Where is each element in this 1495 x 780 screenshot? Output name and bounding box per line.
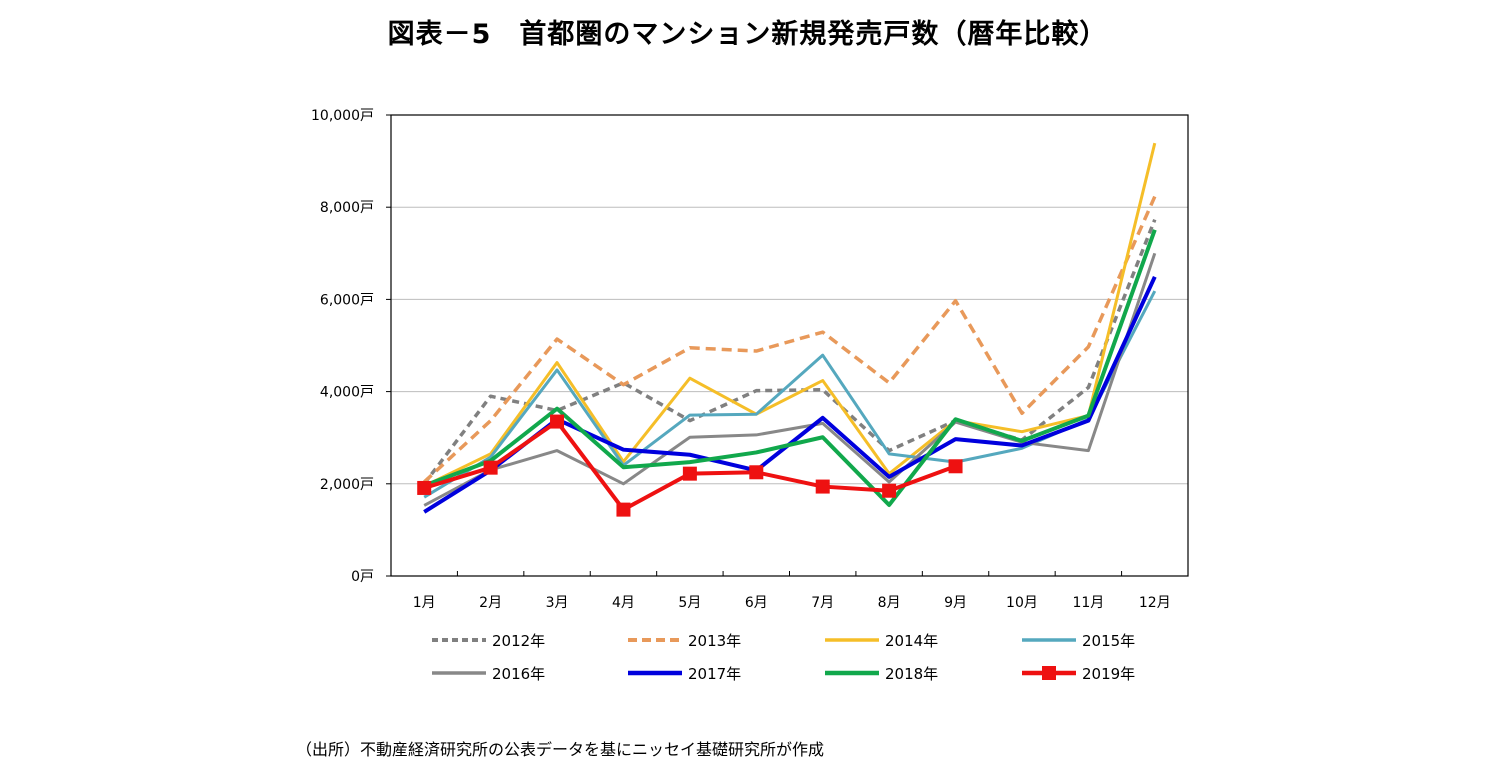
x-tick-label: 3月	[546, 595, 569, 611]
x-tick-label: 5月	[678, 595, 701, 611]
x-tick-label: 6月	[745, 595, 768, 611]
legend-label: 2018年	[885, 665, 938, 683]
data-marker	[815, 479, 830, 494]
x-tick-label: 7月	[811, 595, 834, 611]
series-line-2014	[423, 142, 1157, 488]
data-marker	[417, 480, 432, 495]
legend-label: 2015年	[1082, 632, 1135, 650]
x-axis-ticks: 1月 2月 3月 4月 5月 6月 7月 8月 9月 10月 11月 12月	[413, 571, 1171, 611]
y-tick-label: 0戸	[351, 569, 374, 585]
x-tick-label: 1月	[413, 595, 436, 611]
x-tick-label: 10月	[1006, 595, 1038, 611]
x-tick-label: 11月	[1072, 595, 1104, 611]
x-tick-label: 9月	[944, 595, 967, 611]
plot-area-frame	[390, 114, 1189, 577]
x-tick-label: 4月	[612, 595, 635, 611]
data-marker	[483, 460, 498, 475]
data-marker	[550, 414, 565, 429]
y-axis-ticks: 0戸 2,000戸 4,000戸 6,000戸 8,000戸 10,000戸	[311, 108, 391, 585]
legend-label: 2019年	[1082, 665, 1135, 683]
legend-label: 2017年	[688, 665, 741, 683]
y-tick-label: 10,000戸	[311, 108, 374, 124]
chart-title: 図表－5 首都圏のマンション新規発売戸数（暦年比較）	[387, 19, 1108, 50]
series-line-2013	[423, 195, 1157, 484]
series-line-2016	[423, 252, 1157, 507]
x-tick-label: 2月	[479, 595, 502, 611]
data-marker	[948, 459, 963, 474]
data-marker	[616, 502, 631, 517]
legend-marker	[1042, 666, 1056, 680]
source-note: （出所）不動産経済研究所の公表データを基にニッセイ基礎研究所が作成	[296, 740, 825, 759]
x-tick-label: 8月	[878, 595, 901, 611]
series-lines	[417, 142, 1157, 517]
y-tick-label: 8,000戸	[320, 200, 374, 216]
data-marker	[749, 465, 764, 480]
series-line-2012	[422, 219, 1157, 485]
legend-label: 2012年	[492, 632, 545, 650]
legend-label: 2014年	[885, 632, 938, 650]
x-tick-label: 12月	[1139, 595, 1171, 611]
legend-label: 2016年	[492, 665, 545, 683]
y-tick-label: 2,000戸	[320, 477, 374, 493]
data-marker	[882, 483, 897, 498]
series-line-2018	[423, 229, 1157, 508]
legend: 2012年 2013年 2014年 2015年 2016年 2017年 2018年 2019年	[432, 632, 1135, 683]
y-tick-label: 6,000戸	[320, 292, 374, 308]
y-tick-label: 4,000戸	[320, 385, 374, 401]
legend-label: 2013年	[688, 632, 741, 650]
data-marker	[682, 466, 697, 481]
